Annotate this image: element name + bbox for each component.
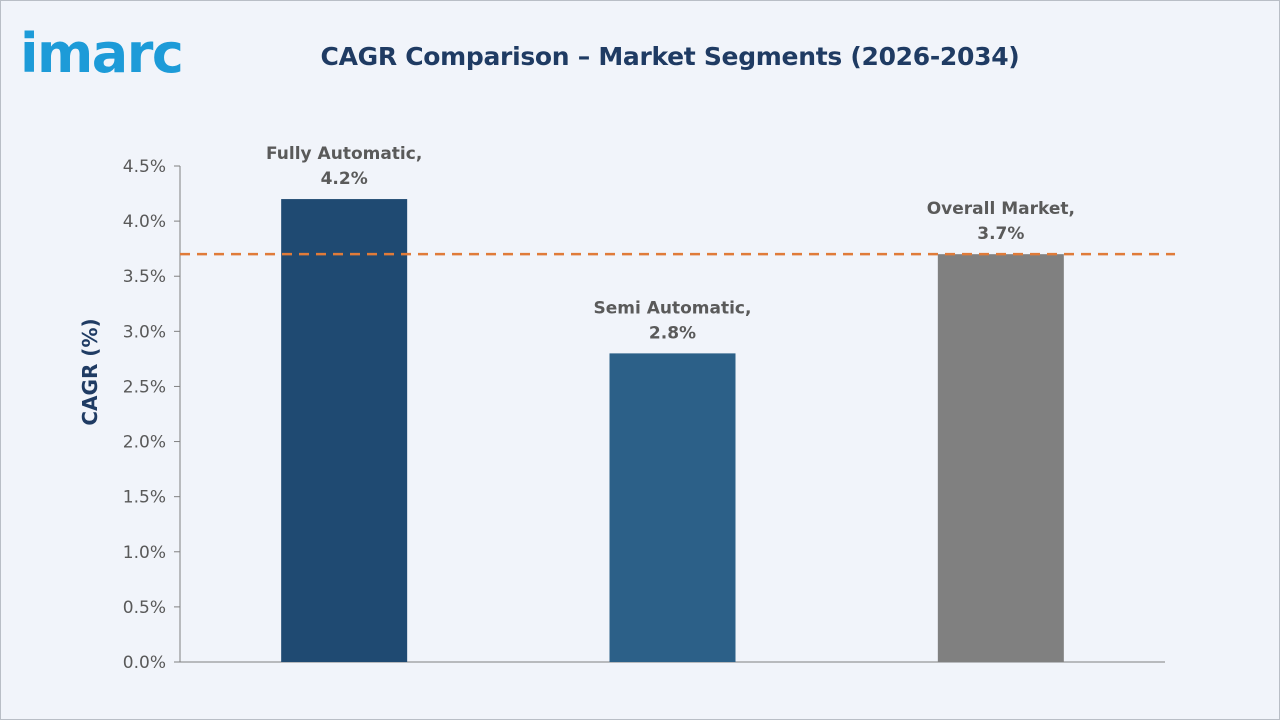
data-label: Fully Automatic,: [266, 144, 422, 164]
bar-overall-market: [937, 254, 1064, 662]
bars: [281, 199, 1064, 663]
data-label: 3.7%: [977, 224, 1024, 244]
data-label: 2.8%: [649, 323, 696, 343]
y-tick-label: 4.0%: [123, 212, 166, 232]
data-labels: Fully Automatic, 4.2% Semi Automatic, 2.8% O…: [266, 144, 1075, 343]
logo-wordmark: imarc: [20, 22, 182, 84]
data-label: 4.2%: [321, 169, 368, 189]
data-label: Overall Market,: [927, 199, 1075, 219]
y-tick-label: 2.5%: [123, 377, 166, 397]
y-tick-label: 1.5%: [123, 488, 166, 508]
chart-title: CAGR Comparison – Market Segments (2026-…: [320, 42, 1020, 71]
y-axis-label: CAGR (%): [78, 318, 102, 425]
data-label: Semi Automatic,: [594, 298, 752, 318]
y-tick-label: 3.0%: [123, 322, 166, 342]
bar-semi-automatic: [609, 353, 736, 662]
y-tick-label: 0.5%: [123, 598, 166, 618]
y-tick-label: 4.5%: [123, 157, 166, 177]
axes: 0.0% 0.5% 1.0% 1.5% 2.0% 2.5% 3.0% 3.5% 4.0% 4.5%: [123, 157, 1165, 673]
bar-fully-automatic: [281, 199, 408, 663]
y-tick-label: 1.0%: [123, 543, 166, 563]
imarc-logo: imarc: [20, 22, 184, 84]
y-tick-label: 2.0%: [123, 433, 166, 453]
y-tick-label: 3.5%: [123, 267, 166, 287]
y-tick-label: 0.0%: [123, 653, 166, 673]
